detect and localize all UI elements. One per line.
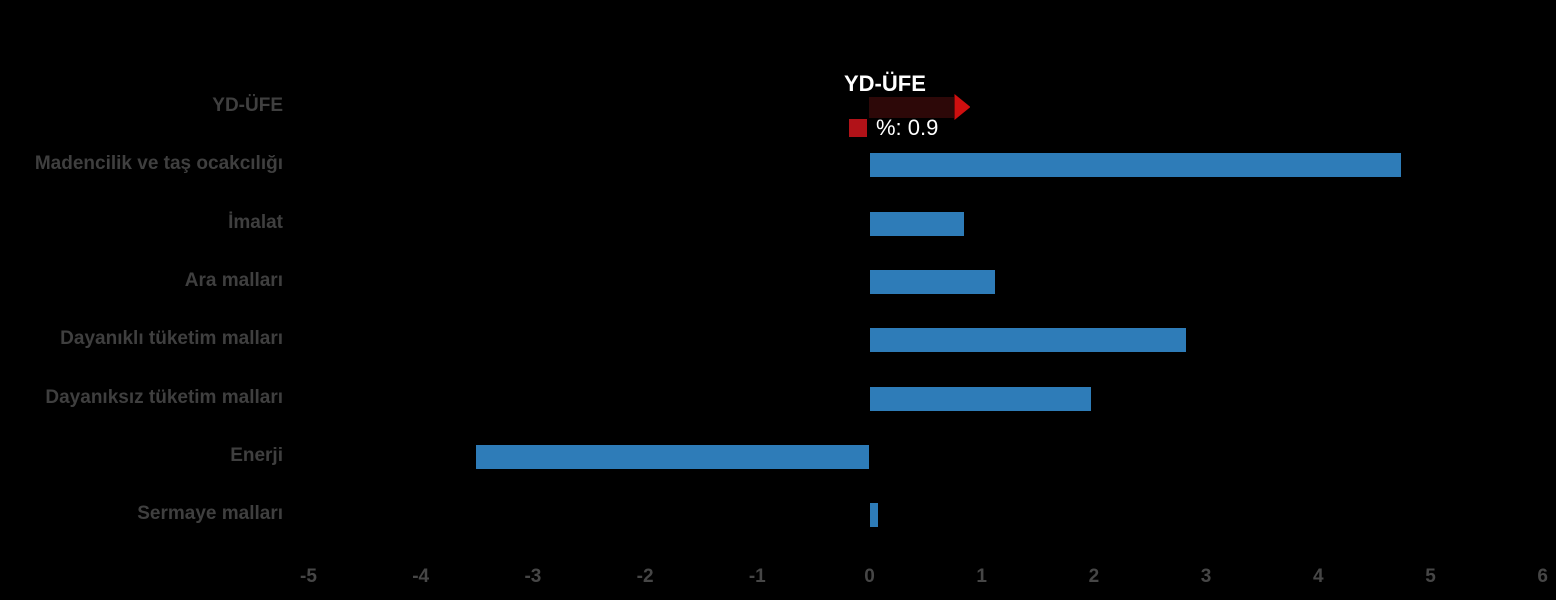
data-bar[interactable] bbox=[869, 386, 1091, 411]
tooltip-title: YD-ÜFE bbox=[844, 71, 926, 96]
category-label: Enerji bbox=[230, 445, 283, 467]
category-label: Dayanıksız tüketim malları bbox=[45, 386, 283, 408]
x-tick-label: 1 bbox=[976, 566, 987, 587]
category-label: Dayanıklı tüketim malları bbox=[60, 328, 283, 350]
x-tick-label: 3 bbox=[1200, 566, 1212, 587]
x-tick-label: -5 bbox=[300, 566, 317, 587]
data-bar[interactable] bbox=[869, 270, 996, 295]
x-tick-label: -2 bbox=[636, 566, 654, 587]
category-label: YD-ÜFE bbox=[212, 95, 283, 116]
category-label: Sermaye malları bbox=[137, 503, 283, 525]
x-tick-label: 6 bbox=[1537, 566, 1548, 587]
category-label: İmalat bbox=[228, 211, 283, 233]
data-bar[interactable] bbox=[869, 503, 879, 528]
x-tick-label: 4 bbox=[1313, 566, 1324, 587]
data-bar[interactable] bbox=[869, 211, 964, 236]
data-bar[interactable] bbox=[869, 328, 1186, 353]
x-tick-label: 0 bbox=[864, 566, 875, 587]
x-tick-label: -3 bbox=[524, 566, 542, 587]
data-bar[interactable] bbox=[475, 445, 870, 470]
x-tick-label: 2 bbox=[1088, 566, 1100, 587]
category-label: Madencilik ve taş ocakcılığı bbox=[34, 153, 283, 175]
data-bar[interactable] bbox=[869, 153, 1402, 178]
category-label: Ara malları bbox=[184, 270, 283, 292]
x-tick-label: 5 bbox=[1425, 566, 1436, 587]
x-tick-label: -4 bbox=[412, 566, 430, 587]
legend-swatch-icon bbox=[849, 119, 867, 137]
highlight-bar[interactable] bbox=[868, 96, 955, 118]
x-tick-label: -1 bbox=[748, 566, 766, 587]
arrow-marker-icon bbox=[954, 94, 971, 120]
tooltip-value: %: 0.9 bbox=[876, 115, 939, 140]
tooltip-legend-row: %: 0.9 bbox=[849, 115, 938, 141]
